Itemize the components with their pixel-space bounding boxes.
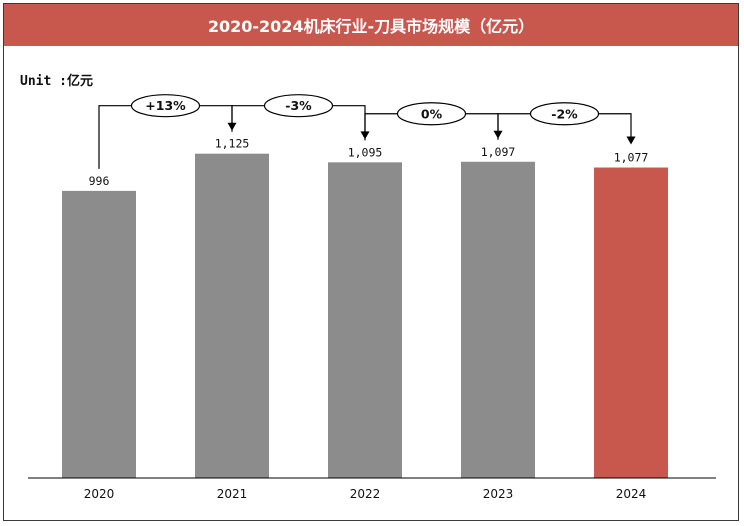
x-tick-2023: 2023 — [483, 487, 514, 501]
value-label-2021: 1,125 — [215, 137, 250, 151]
growth-badge-4 — [529, 102, 600, 126]
growth-annotation-1: +13% — [98, 94, 237, 169]
bar-2022 — [328, 162, 402, 478]
chart-title: 2020-2024机床行业-刀具市场规模（亿元） — [4, 4, 738, 46]
growth-label-3: 0% — [421, 106, 443, 121]
growth-arrowhead-4 — [626, 136, 636, 145]
x-tick-labels-group: 2020 2021 2022 2023 2024 — [84, 487, 647, 501]
x-tick-2022: 2022 — [350, 487, 381, 501]
unit-label: Unit :亿元 — [20, 74, 93, 89]
growth-badge-3 — [396, 102, 467, 126]
growth-label-2: -3% — [285, 98, 312, 113]
growth-annotation-2: -3% — [231, 94, 370, 140]
bar-2021 — [195, 153, 269, 479]
value-label-2020: 996 — [89, 174, 110, 188]
growth-badge-1 — [130, 94, 201, 118]
x-tick-2020: 2020 — [84, 487, 115, 501]
value-label-2024: 1,077 — [614, 151, 649, 165]
bar-2023 — [461, 161, 535, 478]
bar-2020 — [62, 190, 136, 478]
growth-annotation-4: -2% — [497, 102, 636, 145]
value-labels-group: 996 1,125 1,095 1,097 1,077 — [89, 137, 649, 188]
growth-annotations-group: +13% -3% 0% -2% — [98, 94, 636, 169]
growth-label-1: +13% — [145, 98, 186, 113]
x-tick-2021: 2021 — [217, 487, 248, 501]
growth-label-4: -2% — [551, 106, 578, 121]
growth-annotation-3: 0% — [364, 102, 503, 141]
bar-2024 — [594, 167, 668, 478]
growth-badge-2 — [263, 94, 334, 118]
bars-group — [62, 153, 668, 479]
x-tick-2024: 2024 — [616, 487, 647, 501]
value-label-2023: 1,097 — [481, 145, 516, 159]
value-label-2022: 1,095 — [348, 145, 383, 159]
